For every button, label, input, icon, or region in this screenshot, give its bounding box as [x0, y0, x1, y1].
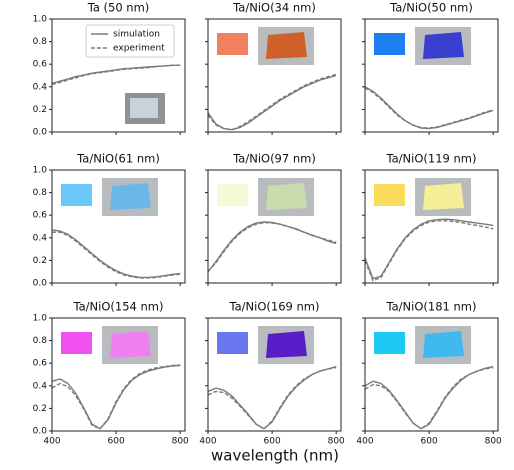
series-line: [51, 64, 181, 85]
color-swatch: [374, 33, 405, 55]
axes-frame: [51, 317, 186, 432]
x-tick-label: 600: [108, 437, 125, 447]
color-swatch: [217, 184, 248, 206]
series-line: [51, 364, 181, 430]
color-swatch: [217, 33, 248, 55]
legend-box: [85, 24, 175, 58]
y-tick-label: 0.6: [33, 211, 48, 221]
panel-title: Ta/NiO(61 nm): [76, 152, 160, 166]
series-line: [207, 365, 337, 430]
sample-photo: [266, 32, 307, 59]
series-line: [207, 367, 337, 430]
series-line: [364, 218, 494, 280]
x-tick-label: 800: [172, 437, 189, 447]
y-tick-label: 0.8: [33, 336, 48, 346]
y-tick-label: 0.0: [33, 427, 48, 437]
y-tick-label: 0.0: [33, 279, 48, 289]
axes-frame: [364, 18, 499, 133]
axes-frame: [207, 169, 342, 284]
axes-frame: [207, 317, 342, 432]
x-tick-label: 600: [264, 437, 281, 447]
axes-frame: [51, 169, 186, 284]
color-swatch: [217, 332, 248, 354]
axes-frame: [364, 169, 499, 284]
series-line: [52, 231, 181, 279]
sample-photo: [130, 98, 158, 118]
axes-frame: [364, 317, 499, 432]
x-tick-label: 400: [199, 437, 216, 447]
sample-photo: [423, 183, 464, 210]
y-tick-label: 0.2: [33, 404, 47, 414]
x-axis-label: wavelength (nm): [211, 447, 339, 465]
axes-frame: [51, 18, 186, 133]
y-tick-label: 1.0: [33, 314, 48, 324]
series-line: [207, 74, 337, 131]
sample-photo: [423, 331, 464, 358]
series-line: [207, 221, 337, 273]
series-line: [207, 73, 337, 131]
x-tick-label: 400: [43, 437, 60, 447]
series-line: [364, 367, 494, 430]
x-tick-label: 800: [328, 437, 345, 447]
x-tick-label: 800: [485, 437, 502, 447]
y-tick-label: 1.0: [33, 15, 48, 25]
y-tick-label: 0.6: [33, 60, 48, 70]
y-tick-label: 0.4: [33, 381, 48, 391]
legend-label: simulation: [113, 30, 160, 40]
series-line: [364, 365, 494, 430]
color-swatch: [374, 184, 405, 206]
axes-frame: [207, 18, 342, 133]
panel-title: Ta/NiO(169 nm): [229, 300, 320, 314]
y-tick-label: 0.4: [33, 233, 48, 243]
panel-title: Ta/NiO(50 nm): [389, 1, 473, 15]
series-line: [51, 364, 181, 430]
panel-title: Ta/NiO(181 nm): [386, 300, 477, 314]
y-tick-label: 0.8: [33, 188, 48, 198]
sample-photo: [110, 183, 151, 210]
panel-title: Ta/NiO(119 nm): [386, 152, 477, 166]
panel-title: Ta (50 nm): [87, 1, 150, 15]
series-line: [51, 64, 181, 86]
x-tick-label: 600: [421, 437, 438, 447]
y-tick-label: 0.8: [33, 37, 48, 47]
x-tick-label: 400: [356, 437, 373, 447]
sample-photo: [266, 331, 307, 358]
sample-photo: [423, 32, 464, 59]
panel-title: Ta/NiO(154 nm): [73, 300, 164, 314]
sample-photo: [266, 183, 307, 210]
series-line: [364, 220, 494, 282]
y-tick-label: 0.2: [33, 105, 47, 115]
color-swatch: [61, 184, 92, 206]
series-line: [364, 87, 494, 129]
y-tick-label: 0.2: [33, 256, 47, 266]
color-swatch: [61, 332, 92, 354]
y-tick-label: 0.4: [33, 82, 48, 92]
panel-title: Ta/NiO(97 nm): [232, 152, 316, 166]
panel-title: Ta/NiO(34 nm): [232, 1, 316, 15]
color-swatch: [374, 332, 405, 354]
sample-photo: [110, 331, 151, 358]
y-tick-label: 0.6: [33, 359, 48, 369]
legend-label: experiment: [113, 44, 165, 54]
series-line: [364, 86, 494, 130]
y-tick-label: 0.0: [33, 128, 48, 138]
y-tick-label: 1.0: [33, 166, 48, 176]
